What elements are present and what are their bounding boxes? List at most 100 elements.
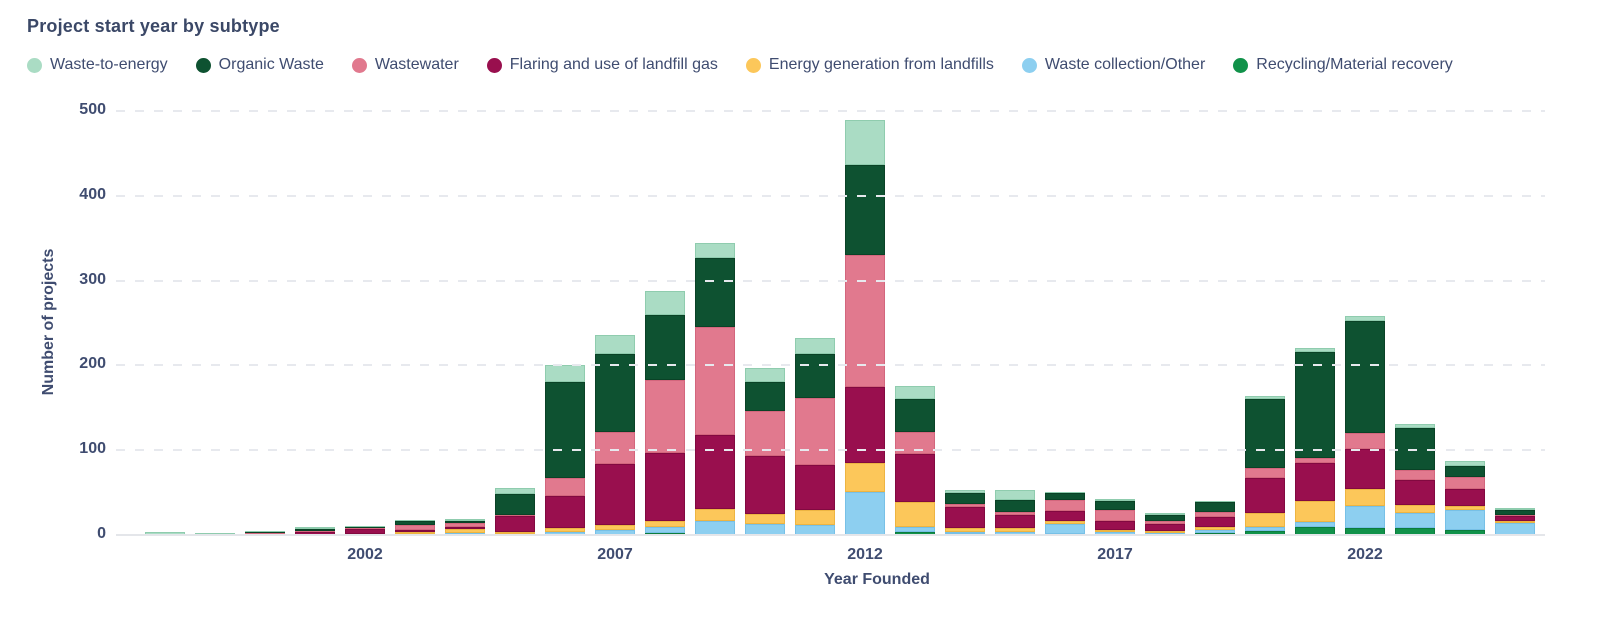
bar-segment-2025-wastewater[interactable] [1495, 514, 1535, 517]
bar-2010[interactable] [745, 367, 785, 535]
bar-segment-2004-flaring-and-use-of-landfill-gas[interactable] [445, 526, 485, 530]
bar-segment-2002-waste-to-energy[interactable] [345, 525, 385, 527]
bar-2011[interactable] [795, 338, 835, 535]
bar-segment-2025-waste-collection-other[interactable] [1495, 523, 1535, 535]
bar-segment-2002-flaring-and-use-of-landfill-gas[interactable] [345, 529, 385, 535]
bar-segment-2005-wastewater[interactable] [495, 514, 535, 517]
bar-2020[interactable] [1245, 395, 1285, 535]
bar-segment-2006-organic-waste[interactable] [545, 381, 585, 479]
legend-item-energy-generation-from-landfills[interactable]: Energy generation from landfills [745, 56, 994, 74]
bar-segment-2007-energy-generation-from-landfills[interactable] [595, 524, 635, 530]
legend-item-organic-waste[interactable]: Organic Waste [195, 56, 324, 74]
bar-segment-2013-waste-collection-other[interactable] [895, 527, 935, 533]
bar-segment-2011-waste-to-energy[interactable] [795, 338, 835, 354]
bar-segment-2018-organic-waste[interactable] [1145, 514, 1185, 522]
bar-segment-2015-waste-to-energy[interactable] [995, 490, 1035, 501]
bar-segment-2021-flaring-and-use-of-landfill-gas[interactable] [1295, 462, 1335, 502]
bar-segment-2001-waste-to-energy[interactable] [295, 527, 335, 530]
bar-segment-2016-wastewater[interactable] [1045, 500, 1085, 512]
bar-segment-2024-flaring-and-use-of-landfill-gas[interactable] [1445, 489, 1485, 507]
bar-segment-2006-waste-to-energy[interactable] [545, 365, 585, 382]
bar-segment-2004-energy-generation-from-landfills[interactable] [445, 529, 485, 534]
bar-segment-2021-wastewater[interactable] [1295, 457, 1335, 463]
bar-segment-2013-organic-waste[interactable] [895, 398, 935, 432]
bar-segment-2016-waste-collection-other[interactable] [1045, 523, 1085, 535]
bar-segment-2014-waste-collection-other[interactable] [945, 531, 985, 535]
bar-segment-2008-organic-waste[interactable] [645, 314, 685, 380]
bar-segment-2012-energy-generation-from-landfills[interactable] [845, 462, 885, 492]
bar-2004[interactable] [445, 518, 485, 535]
bar-segment-2019-waste-collection-other[interactable] [1195, 529, 1235, 534]
bar-2023[interactable] [1395, 423, 1435, 535]
bar-2005[interactable] [495, 488, 535, 535]
bar-2025[interactable] [1495, 507, 1535, 535]
bar-2008[interactable] [645, 290, 685, 535]
bar-1998[interactable] [145, 531, 185, 535]
bar-segment-2012-waste-to-energy[interactable] [845, 120, 885, 166]
bar-segment-2009-waste-to-energy[interactable] [695, 243, 735, 258]
bar-2001[interactable] [295, 527, 335, 535]
bar-segment-2012-wastewater[interactable] [845, 255, 885, 387]
bar-segment-2018-wastewater[interactable] [1145, 521, 1185, 524]
bar-segment-2012-organic-waste[interactable] [845, 165, 885, 256]
bar-segment-2024-recycling-material-recovery[interactable] [1445, 529, 1485, 535]
bar-segment-2025-organic-waste[interactable] [1495, 510, 1535, 515]
bar-segment-2001-wastewater[interactable] [295, 530, 335, 532]
bar-segment-2013-waste-to-energy[interactable] [895, 385, 935, 399]
bar-segment-2024-organic-waste[interactable] [1445, 465, 1485, 478]
legend-item-flaring-and-use-of-landfill-gas[interactable]: Flaring and use of landfill gas [486, 56, 718, 74]
bar-segment-2006-energy-generation-from-landfills[interactable] [545, 528, 585, 532]
bar-segment-2013-flaring-and-use-of-landfill-gas[interactable] [895, 454, 935, 502]
bar-segment-2005-energy-generation-from-landfills[interactable] [495, 531, 535, 535]
bar-segment-2010-waste-to-energy[interactable] [745, 367, 785, 382]
bar-segment-2020-wastewater[interactable] [1245, 468, 1285, 479]
bar-segment-2016-energy-generation-from-landfills[interactable] [1045, 521, 1085, 524]
bar-segment-2003-wastewater[interactable] [395, 524, 435, 530]
bar-segment-2017-organic-waste[interactable] [1095, 501, 1135, 511]
bar-segment-2010-organic-waste[interactable] [745, 381, 785, 412]
bar-2012[interactable] [845, 120, 885, 535]
bar-segment-2014-energy-generation-from-landfills[interactable] [945, 528, 985, 532]
bar-segment-2025-flaring-and-use-of-landfill-gas[interactable] [1495, 516, 1535, 522]
bar-segment-2006-flaring-and-use-of-landfill-gas[interactable] [545, 496, 585, 529]
bar-segment-2011-organic-waste[interactable] [795, 353, 835, 398]
bar-segment-2023-recycling-material-recovery[interactable] [1395, 528, 1435, 535]
bar-segment-2012-flaring-and-use-of-landfill-gas[interactable] [845, 386, 885, 463]
bar-segment-2008-wastewater[interactable] [645, 379, 685, 453]
bar-2014[interactable] [945, 490, 985, 535]
bar-2022[interactable] [1345, 316, 1385, 535]
bar-segment-2010-flaring-and-use-of-landfill-gas[interactable] [745, 456, 785, 514]
bar-segment-2007-wastewater[interactable] [595, 432, 635, 464]
bar-segment-2015-flaring-and-use-of-landfill-gas[interactable] [995, 514, 1035, 529]
bar-segment-2001-organic-waste[interactable] [295, 529, 335, 531]
bar-segment-2004-organic-waste[interactable] [445, 520, 485, 524]
bar-segment-2006-wastewater[interactable] [545, 478, 585, 496]
bar-segment-2023-flaring-and-use-of-landfill-gas[interactable] [1395, 479, 1435, 505]
legend-item-waste-to-energy[interactable]: Waste-to-energy [27, 56, 168, 74]
bar-segment-2023-waste-to-energy[interactable] [1395, 423, 1435, 429]
bar-segment-2015-energy-generation-from-landfills[interactable] [995, 528, 1035, 532]
bar-segment-2011-flaring-and-use-of-landfill-gas[interactable] [795, 464, 835, 511]
bar-segment-2008-waste-collection-other[interactable] [645, 526, 685, 534]
bar-segment-2001-flaring-and-use-of-landfill-gas[interactable] [295, 531, 335, 535]
bar-2013[interactable] [895, 385, 935, 535]
bar-segment-2004-wastewater[interactable] [445, 523, 485, 527]
bar-segment-2000-organic-waste[interactable] [245, 531, 285, 534]
bar-segment-2007-flaring-and-use-of-landfill-gas[interactable] [595, 463, 635, 525]
bar-segment-2019-organic-waste[interactable] [1195, 501, 1235, 513]
bar-segment-2013-energy-generation-from-landfills[interactable] [895, 501, 935, 528]
bar-segment-2010-wastewater[interactable] [745, 411, 785, 457]
bar-segment-2022-waste-to-energy[interactable] [1345, 316, 1385, 322]
legend-item-recycling-material-recovery[interactable]: Recycling/Material recovery [1233, 56, 1453, 74]
bar-segment-2003-organic-waste[interactable] [395, 521, 435, 525]
bar-segment-1998-waste-to-energy[interactable] [145, 531, 185, 535]
bar-segment-2023-organic-waste[interactable] [1395, 428, 1435, 470]
bar-segment-2024-wastewater[interactable] [1445, 477, 1485, 490]
bar-segment-2021-recycling-material-recovery[interactable] [1295, 526, 1335, 535]
bar-segment-2020-organic-waste[interactable] [1245, 398, 1285, 469]
bar-segment-2024-waste-collection-other[interactable] [1445, 509, 1485, 530]
bar-segment-2021-waste-collection-other[interactable] [1295, 522, 1335, 527]
bar-segment-2020-waste-to-energy[interactable] [1245, 395, 1285, 399]
bar-segment-2009-organic-waste[interactable] [695, 257, 735, 328]
bar-segment-2009-energy-generation-from-landfills[interactable] [695, 508, 735, 522]
